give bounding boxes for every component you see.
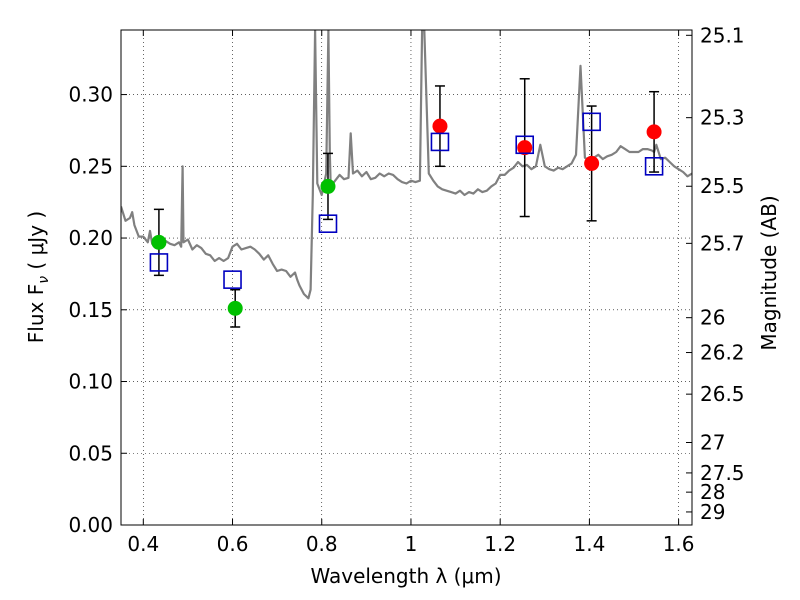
y2-tick-label: 26.2 — [700, 341, 745, 365]
y-tick-label: 0.00 — [68, 513, 113, 537]
y2-tick-label: 26 — [700, 306, 725, 330]
x-axis-label: Wavelength λ (μm) — [310, 564, 501, 588]
y2-tick-label: 28 — [700, 480, 725, 504]
y-tick-label: 0.15 — [68, 298, 113, 322]
photometry-point — [432, 118, 448, 134]
y-tick-label: 0.30 — [68, 83, 113, 107]
y-tick-label: 0.25 — [68, 154, 113, 178]
model-point — [149, 253, 169, 272]
y-axis-label-sub: ν — [36, 276, 52, 284]
y-tick-label: 0.10 — [68, 370, 113, 394]
photometry-point — [320, 178, 336, 194]
plot-background — [121, 30, 692, 525]
observed-photometry-points — [151, 118, 662, 316]
model-point — [644, 157, 664, 176]
y-axis-label: Flux Fν ( μJy ) — [24, 211, 52, 343]
x-tick-labels: 0.4 0.6 0.8 1 1.2 1.4 1.6 — [127, 532, 694, 556]
y2-tick-label: 25.3 — [700, 106, 745, 130]
y2-tick-label: 27.5 — [700, 461, 745, 485]
photometry-point — [646, 124, 662, 140]
model-photometry-points — [149, 112, 664, 289]
y2-axis-label: Magnitude (AB) — [757, 195, 781, 350]
photometry-point — [584, 155, 600, 171]
x-tick-label: 0.6 — [217, 532, 249, 556]
grid-lines — [121, 30, 692, 526]
y-tick-label: 0.05 — [68, 441, 113, 465]
x-tick-label: 1 — [405, 532, 418, 556]
y2-tick-label: 25.5 — [700, 174, 745, 198]
x-tick-label: 1.4 — [573, 532, 605, 556]
y-tick-labels: 0.00 0.05 0.10 0.15 0.20 0.25 0.30 — [68, 83, 113, 537]
y2-tick-label: 27 — [700, 431, 725, 455]
y2-tick-label: 25.7 — [700, 231, 745, 255]
y2-tick-label: 25.1 — [700, 23, 745, 47]
plot-frame — [120, 29, 693, 526]
x-tick-label: 0.8 — [306, 532, 338, 556]
photometry-point — [517, 140, 533, 156]
model-point — [515, 135, 535, 155]
y-tick-label: 0.20 — [68, 226, 113, 250]
x-tick-label: 1.6 — [663, 532, 695, 556]
x-tick-label: 1.2 — [484, 532, 516, 556]
photometry-point — [227, 300, 243, 316]
y2-tick-label: 26.5 — [700, 382, 745, 406]
y-axis-label-unit: ( μJy ) — [24, 211, 48, 276]
model-point — [582, 112, 601, 132]
x-tick-label: 0.4 — [127, 532, 159, 556]
model-point — [318, 214, 338, 233]
photometry-point — [151, 234, 167, 250]
y-axis-label-main: Flux F — [24, 284, 48, 343]
model-point — [430, 132, 450, 152]
model-point — [223, 270, 242, 289]
y2-tick-label: 29 — [700, 500, 725, 524]
axis-ticks — [121, 30, 692, 526]
